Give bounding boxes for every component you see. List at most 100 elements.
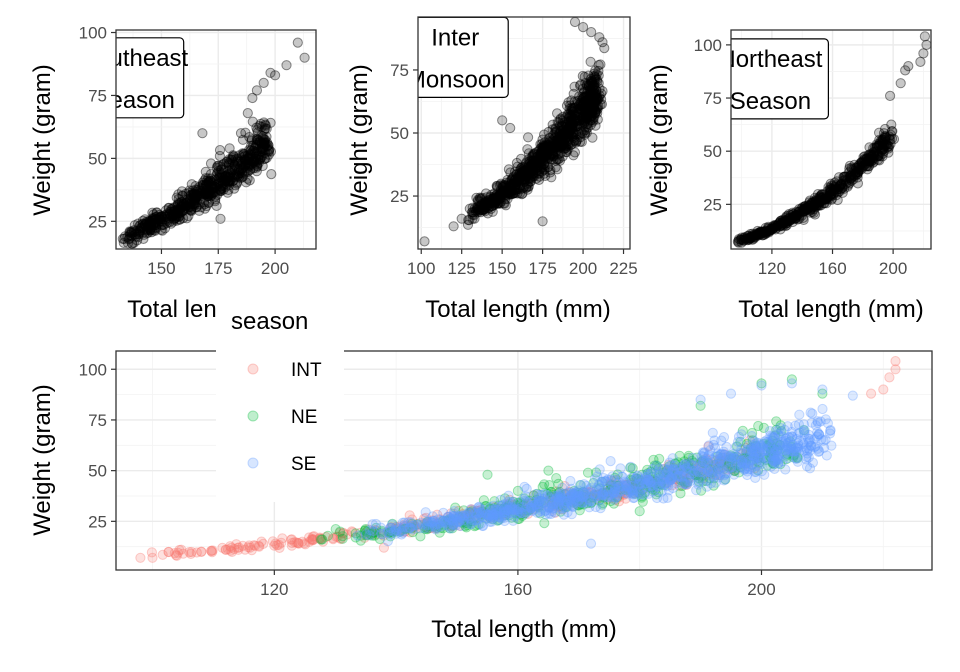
data-point bbox=[527, 163, 538, 175]
data-point bbox=[491, 195, 502, 206]
data-point bbox=[590, 74, 601, 85]
data-point bbox=[550, 155, 561, 166]
data-point-ne bbox=[420, 522, 431, 533]
legend-label-se: SE bbox=[291, 454, 316, 475]
data-point-ne bbox=[788, 452, 799, 463]
data-point-se bbox=[475, 518, 486, 530]
data-point bbox=[160, 205, 172, 216]
data-point bbox=[592, 107, 603, 119]
data-point bbox=[206, 190, 217, 201]
data-point bbox=[117, 233, 128, 244]
data-point-ne bbox=[594, 483, 605, 494]
data-point-se bbox=[698, 456, 709, 468]
data-point-int bbox=[544, 502, 555, 513]
data-point bbox=[528, 149, 539, 160]
data-point bbox=[499, 184, 510, 195]
data-point bbox=[868, 147, 879, 158]
data-point bbox=[805, 204, 816, 215]
data-point-ne bbox=[458, 505, 469, 516]
data-point bbox=[794, 210, 805, 221]
x-tick-label: 120 bbox=[260, 580, 288, 599]
data-point-ne bbox=[677, 461, 688, 472]
data-point-se bbox=[812, 417, 824, 428]
data-point bbox=[199, 199, 210, 210]
data-point bbox=[577, 91, 588, 103]
data-point bbox=[220, 171, 231, 182]
data-point bbox=[550, 126, 561, 138]
data-point-int bbox=[217, 542, 228, 553]
data-point-ne bbox=[369, 527, 380, 538]
data-point bbox=[522, 144, 533, 155]
data-point bbox=[793, 209, 804, 220]
data-point bbox=[174, 211, 185, 222]
data-point bbox=[736, 234, 747, 245]
data-point bbox=[743, 230, 754, 242]
data-point bbox=[144, 219, 155, 230]
data-point-ne bbox=[423, 521, 434, 532]
data-point bbox=[579, 127, 591, 138]
data-point bbox=[176, 202, 187, 213]
data-point bbox=[843, 176, 854, 188]
data-point bbox=[542, 147, 553, 158]
data-point bbox=[591, 85, 602, 96]
data-point bbox=[533, 154, 545, 165]
data-point bbox=[817, 189, 828, 200]
data-point-ne bbox=[568, 497, 579, 508]
data-point bbox=[566, 110, 577, 122]
data-point bbox=[800, 205, 812, 216]
points bbox=[732, 31, 931, 248]
data-point-ne bbox=[725, 450, 737, 461]
data-point-int bbox=[397, 523, 408, 535]
data-point-ne bbox=[359, 525, 371, 536]
data-point-int bbox=[233, 544, 244, 555]
data-point bbox=[591, 93, 602, 104]
data-point bbox=[186, 204, 197, 215]
data-point bbox=[177, 204, 188, 216]
data-point bbox=[865, 152, 876, 163]
data-point bbox=[802, 203, 813, 214]
data-point bbox=[151, 207, 162, 218]
data-point-int bbox=[674, 476, 686, 487]
data-point bbox=[847, 172, 858, 183]
data-point-int bbox=[584, 493, 595, 504]
data-point bbox=[766, 222, 778, 233]
data-point bbox=[802, 203, 813, 214]
data-point-ne bbox=[746, 442, 757, 453]
data-point bbox=[154, 212, 165, 224]
data-point bbox=[547, 119, 558, 130]
data-point bbox=[804, 204, 816, 215]
data-point-int bbox=[693, 467, 704, 478]
data-point bbox=[864, 161, 875, 172]
data-point bbox=[583, 91, 594, 102]
data-point bbox=[577, 110, 588, 121]
data-point bbox=[492, 198, 503, 209]
data-point bbox=[505, 189, 517, 200]
data-point bbox=[596, 99, 608, 110]
data-point-int bbox=[222, 544, 234, 555]
data-point bbox=[819, 198, 830, 209]
data-point-int bbox=[289, 537, 300, 548]
x-tick-label: 120 bbox=[758, 259, 786, 278]
data-point bbox=[205, 169, 216, 180]
data-point bbox=[170, 213, 181, 224]
data-point bbox=[525, 172, 536, 183]
data-point bbox=[758, 226, 769, 237]
data-point bbox=[873, 154, 884, 165]
data-point bbox=[246, 134, 258, 145]
data-point bbox=[255, 146, 266, 157]
data-point-int bbox=[316, 533, 327, 544]
data-point bbox=[807, 202, 818, 213]
data-point bbox=[572, 116, 583, 127]
data-point bbox=[488, 199, 500, 210]
data-point bbox=[811, 200, 822, 211]
data-point bbox=[550, 162, 561, 173]
data-point bbox=[540, 149, 552, 160]
data-point bbox=[548, 129, 559, 141]
data-point bbox=[253, 154, 264, 165]
data-point bbox=[576, 101, 587, 112]
data-point bbox=[763, 225, 774, 236]
data-point-ne bbox=[422, 517, 433, 528]
data-point bbox=[474, 202, 485, 213]
data-point bbox=[582, 104, 594, 115]
